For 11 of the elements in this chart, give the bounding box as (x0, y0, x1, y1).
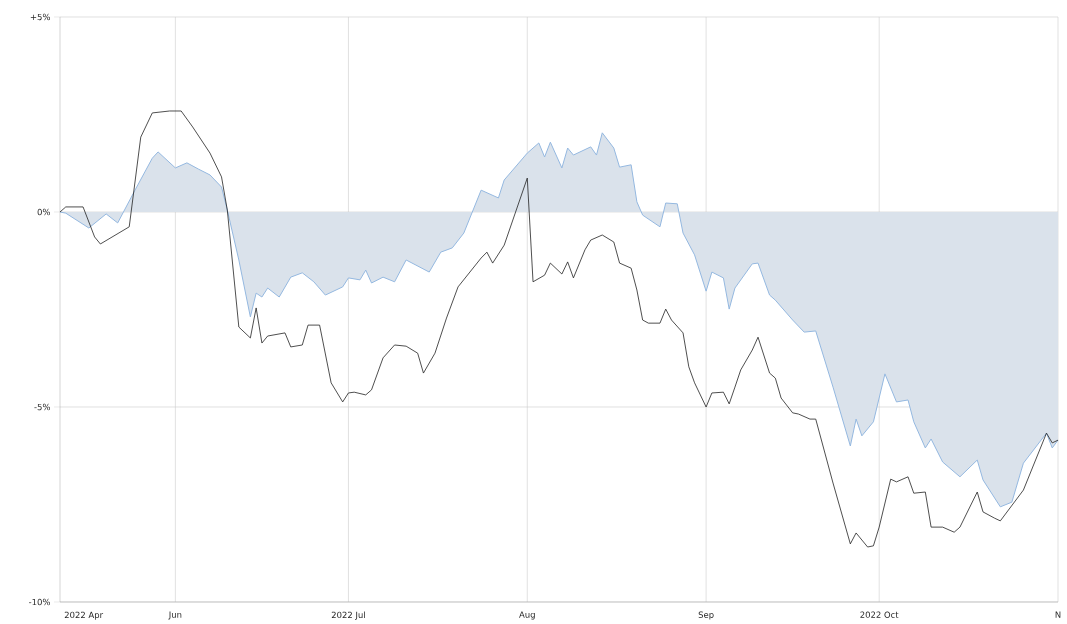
y-tick-label: -10% (29, 598, 51, 606)
x-tick-label: N (1055, 611, 1061, 618)
text: 2022 Apr (64, 611, 104, 620)
x-tick-label: Sep (698, 611, 714, 620)
x-tick-label: Jun (168, 611, 182, 620)
x-tick-label: 2022 Jul (331, 611, 365, 620)
x-tick-label: 2022 Oct (860, 611, 899, 618)
y-tick-label: +5% (30, 13, 51, 21)
x-tick-label: Aug (519, 611, 535, 620)
y-tick-label: -5% (34, 403, 51, 411)
y-tick-label: 0% (37, 208, 51, 216)
